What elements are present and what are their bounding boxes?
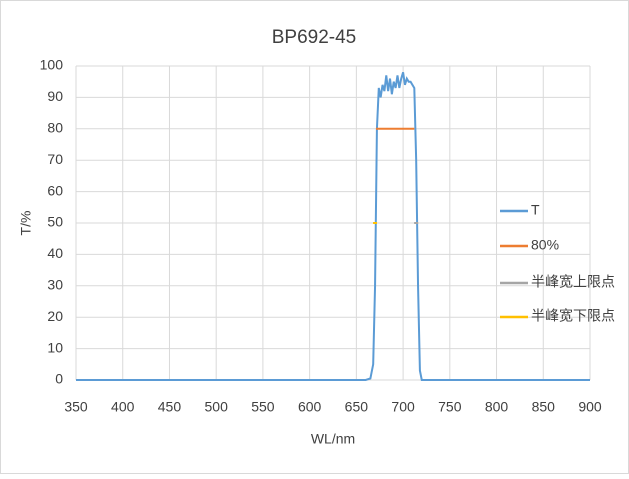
chart-title: BP692-45 [272, 27, 357, 48]
x-tick-label: 400 [111, 399, 135, 415]
x-tick-label: 850 [532, 399, 556, 415]
x-tick-label: 700 [391, 399, 415, 415]
x-tick-label: 500 [205, 399, 229, 415]
y-tick-label: 30 [47, 277, 63, 293]
legend-label: 80% [531, 237, 559, 253]
x-tick-label: 350 [64, 399, 88, 415]
y-tick-label: 20 [47, 308, 63, 324]
x-tick-label: 450 [158, 399, 182, 415]
x-tick-label: 900 [578, 399, 602, 415]
x-tick-label: 750 [438, 399, 462, 415]
y-tick-label: 90 [47, 88, 63, 104]
y-tick-label: 50 [47, 214, 63, 230]
x-tick-label: 550 [251, 399, 275, 415]
y-tick-label: 10 [47, 339, 63, 355]
y-tick-label: 0 [55, 371, 63, 387]
legend-label: 半峰宽下限点 [531, 308, 615, 324]
y-axis-label: T/% [18, 211, 34, 236]
x-tick-label: 800 [485, 399, 509, 415]
legend-label: 半峰宽上限点 [531, 274, 615, 290]
y-tick-label: 60 [47, 182, 63, 198]
x-tick-label: 600 [298, 399, 322, 415]
y-tick-label: 100 [40, 57, 64, 73]
x-tick-label: 650 [345, 399, 369, 415]
y-tick-label: 80 [47, 120, 63, 136]
x-axis-label: WL/nm [311, 431, 355, 447]
y-tick-label: 70 [47, 151, 63, 167]
y-tick-label: 40 [47, 245, 63, 261]
legend-label: T [531, 202, 540, 218]
